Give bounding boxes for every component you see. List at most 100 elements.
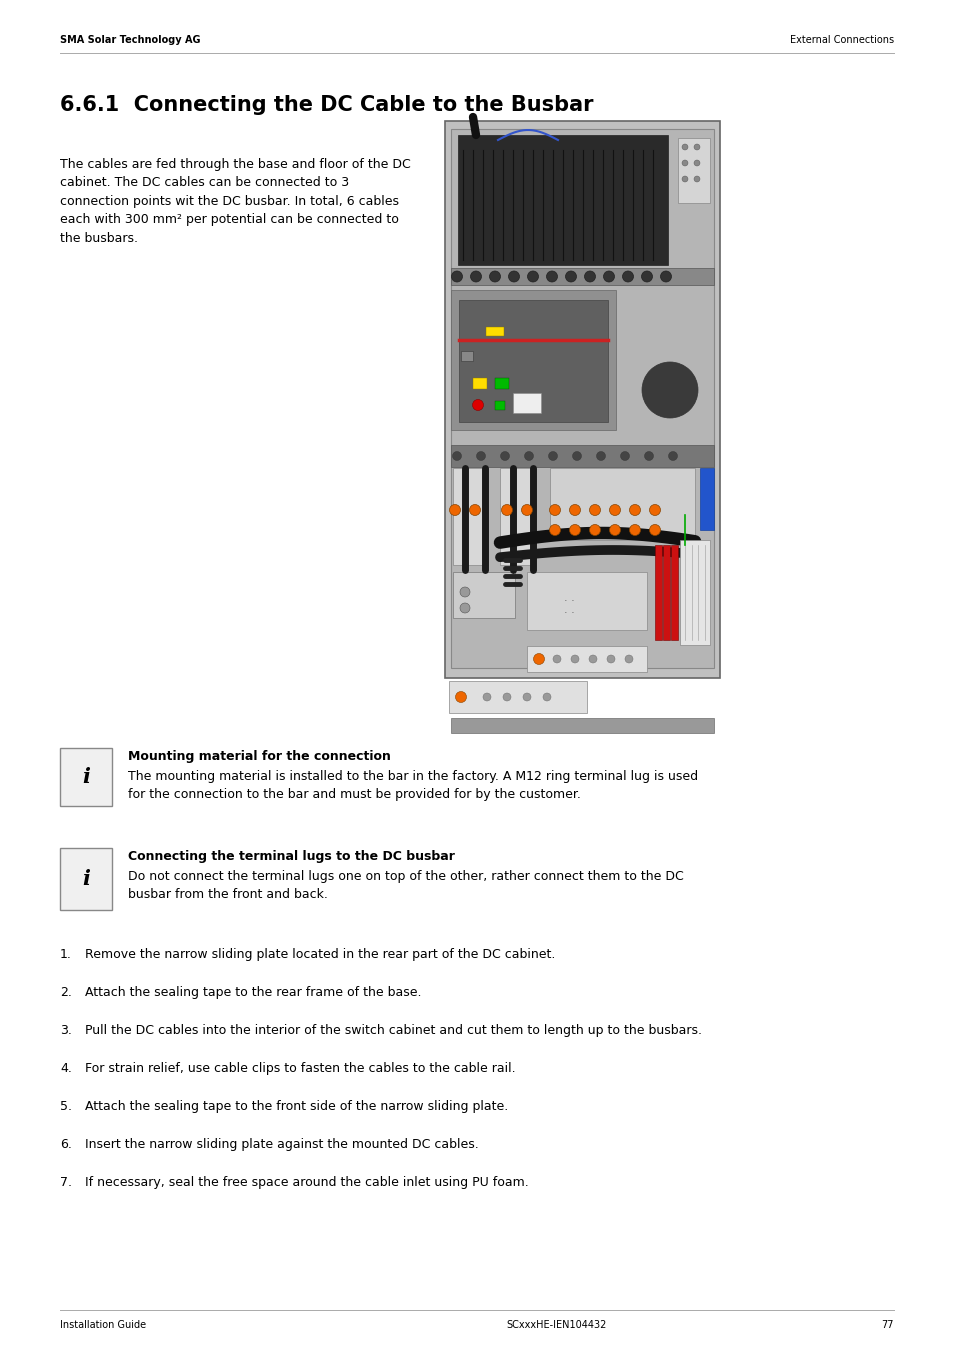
Circle shape bbox=[524, 452, 533, 461]
Circle shape bbox=[451, 270, 462, 283]
FancyBboxPatch shape bbox=[655, 545, 660, 639]
Circle shape bbox=[482, 694, 491, 700]
Circle shape bbox=[500, 452, 509, 461]
Circle shape bbox=[449, 504, 460, 515]
FancyBboxPatch shape bbox=[451, 128, 713, 668]
FancyBboxPatch shape bbox=[457, 135, 667, 265]
Circle shape bbox=[659, 270, 671, 283]
Circle shape bbox=[569, 525, 579, 535]
FancyBboxPatch shape bbox=[60, 848, 112, 910]
Text: 77: 77 bbox=[881, 1320, 893, 1330]
FancyBboxPatch shape bbox=[678, 138, 709, 203]
Circle shape bbox=[489, 270, 500, 283]
Circle shape bbox=[549, 525, 560, 535]
FancyBboxPatch shape bbox=[449, 681, 586, 713]
Circle shape bbox=[649, 504, 659, 515]
Text: Attach the sealing tape to the front side of the narrow sliding plate.: Attach the sealing tape to the front sid… bbox=[85, 1101, 508, 1113]
FancyBboxPatch shape bbox=[451, 445, 713, 466]
FancyBboxPatch shape bbox=[495, 400, 504, 410]
Circle shape bbox=[596, 452, 605, 461]
Text: 7.: 7. bbox=[60, 1176, 71, 1188]
Text: Insert the narrow sliding plate against the mounted DC cables.: Insert the narrow sliding plate against … bbox=[85, 1138, 478, 1151]
Circle shape bbox=[606, 654, 615, 662]
Circle shape bbox=[589, 504, 599, 515]
Circle shape bbox=[549, 504, 560, 515]
Text: . .: . . bbox=[563, 604, 574, 615]
Circle shape bbox=[521, 504, 532, 515]
Circle shape bbox=[609, 504, 619, 515]
Text: Remove the narrow sliding plate located in the rear part of the DC cabinet.: Remove the narrow sliding plate located … bbox=[85, 948, 555, 961]
Text: 4.: 4. bbox=[60, 1063, 71, 1075]
FancyBboxPatch shape bbox=[451, 289, 616, 430]
FancyBboxPatch shape bbox=[460, 352, 473, 361]
Circle shape bbox=[542, 694, 551, 700]
FancyBboxPatch shape bbox=[662, 545, 669, 639]
FancyBboxPatch shape bbox=[526, 572, 646, 630]
FancyBboxPatch shape bbox=[451, 718, 713, 733]
FancyBboxPatch shape bbox=[485, 327, 503, 337]
Text: The mounting material is installed to the bar in the factory. A M12 ring termina: The mounting material is installed to th… bbox=[128, 771, 698, 800]
Circle shape bbox=[472, 399, 483, 411]
Text: . .: . . bbox=[563, 594, 574, 603]
Circle shape bbox=[640, 270, 652, 283]
Circle shape bbox=[641, 362, 698, 418]
Circle shape bbox=[619, 452, 629, 461]
Circle shape bbox=[469, 504, 480, 515]
Circle shape bbox=[452, 452, 461, 461]
Circle shape bbox=[527, 270, 537, 283]
Circle shape bbox=[588, 654, 597, 662]
FancyBboxPatch shape bbox=[700, 468, 713, 530]
Text: Do not connect the terminal lugs one on top of the other, rather connect them to: Do not connect the terminal lugs one on … bbox=[128, 869, 683, 900]
FancyBboxPatch shape bbox=[458, 300, 607, 422]
Text: i: i bbox=[82, 869, 90, 890]
Circle shape bbox=[459, 603, 470, 612]
FancyBboxPatch shape bbox=[550, 468, 695, 539]
Circle shape bbox=[546, 270, 557, 283]
FancyBboxPatch shape bbox=[526, 646, 646, 672]
Circle shape bbox=[501, 504, 512, 515]
Circle shape bbox=[609, 525, 619, 535]
Circle shape bbox=[470, 270, 481, 283]
Circle shape bbox=[553, 654, 560, 662]
Circle shape bbox=[584, 270, 595, 283]
Circle shape bbox=[502, 694, 511, 700]
FancyBboxPatch shape bbox=[444, 120, 720, 677]
Circle shape bbox=[681, 145, 687, 150]
Circle shape bbox=[572, 452, 581, 461]
Text: 1.: 1. bbox=[60, 948, 71, 961]
Circle shape bbox=[548, 452, 557, 461]
Circle shape bbox=[565, 270, 576, 283]
Text: The cables are fed through the base and floor of the DC
cabinet. The DC cables c: The cables are fed through the base and … bbox=[60, 158, 411, 245]
Text: Attach the sealing tape to the rear frame of the base.: Attach the sealing tape to the rear fram… bbox=[85, 986, 421, 999]
Circle shape bbox=[589, 525, 599, 535]
Circle shape bbox=[533, 653, 544, 664]
Circle shape bbox=[459, 587, 470, 598]
Text: If necessary, seal the free space around the cable inlet using PU foam.: If necessary, seal the free space around… bbox=[85, 1176, 528, 1188]
FancyBboxPatch shape bbox=[451, 268, 713, 285]
Circle shape bbox=[569, 504, 579, 515]
FancyBboxPatch shape bbox=[513, 392, 540, 412]
Circle shape bbox=[476, 452, 485, 461]
Circle shape bbox=[622, 270, 633, 283]
Text: 6.: 6. bbox=[60, 1138, 71, 1151]
Text: i: i bbox=[82, 767, 90, 787]
Circle shape bbox=[629, 504, 639, 515]
Text: External Connections: External Connections bbox=[789, 35, 893, 45]
FancyBboxPatch shape bbox=[495, 377, 509, 388]
FancyBboxPatch shape bbox=[453, 572, 515, 618]
FancyBboxPatch shape bbox=[60, 748, 112, 806]
Circle shape bbox=[522, 694, 531, 700]
Text: 2.: 2. bbox=[60, 986, 71, 999]
Text: Installation Guide: Installation Guide bbox=[60, 1320, 146, 1330]
Circle shape bbox=[624, 654, 633, 662]
Circle shape bbox=[693, 176, 700, 183]
Circle shape bbox=[693, 160, 700, 166]
FancyBboxPatch shape bbox=[453, 468, 488, 565]
Circle shape bbox=[644, 452, 653, 461]
Circle shape bbox=[571, 654, 578, 662]
Text: For strain relief, use cable clips to fasten the cables to the cable rail.: For strain relief, use cable clips to fa… bbox=[85, 1063, 515, 1075]
Text: SCxxxHE-IEN104432: SCxxxHE-IEN104432 bbox=[506, 1320, 606, 1330]
Circle shape bbox=[603, 270, 614, 283]
Circle shape bbox=[681, 176, 687, 183]
Circle shape bbox=[455, 691, 466, 703]
